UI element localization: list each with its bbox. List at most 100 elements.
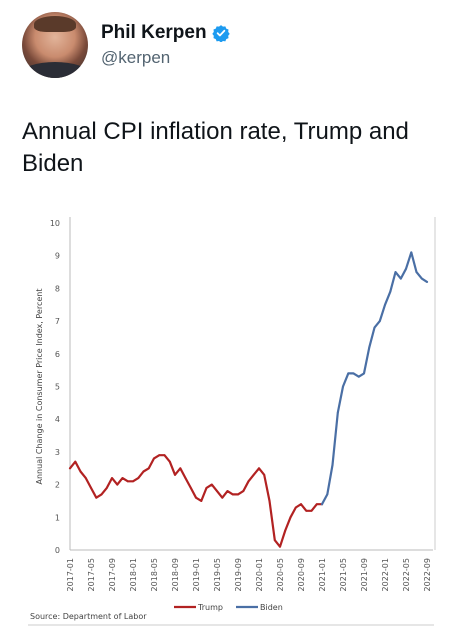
x-tick-label: 2019-09: [234, 558, 243, 591]
avatar[interactable]: [22, 12, 88, 78]
x-tick-label: 2021-09: [360, 558, 369, 591]
data-point-trump: [258, 467, 260, 470]
data-point-trump: [174, 473, 176, 476]
x-tick-label: 2017-09: [108, 558, 117, 591]
y-tick-label: 6: [55, 350, 60, 359]
y-tick-label: 5: [55, 383, 60, 392]
data-point-trump: [189, 487, 192, 489]
data-point-biden: [410, 251, 413, 254]
x-tick-label: 2018-01: [129, 558, 138, 591]
data-point-biden: [357, 375, 360, 378]
data-point-biden: [331, 464, 334, 466]
data-point-trump: [294, 506, 297, 509]
data-point-trump: [142, 470, 145, 473]
y-tick-label: 10: [50, 219, 60, 228]
data-point-biden: [326, 493, 329, 496]
source-note: Source: Department of Labor: [30, 612, 147, 621]
data-point-trump: [84, 477, 87, 479]
data-point-trump: [210, 483, 213, 486]
data-point-trump: [105, 487, 108, 489]
data-point-biden: [342, 385, 344, 388]
data-point-biden: [389, 290, 392, 293]
data-point-trump: [289, 516, 292, 519]
data-point-trump: [247, 480, 250, 483]
data-point-trump: [305, 509, 308, 512]
data-point-trump: [111, 477, 113, 479]
data-point-trump: [310, 509, 313, 512]
y-tick-label: 9: [55, 252, 60, 261]
data-point-trump: [158, 454, 161, 457]
data-point-biden: [336, 411, 339, 414]
data-point-trump: [153, 457, 155, 460]
data-point-trump: [74, 460, 77, 463]
data-point-trump: [200, 500, 203, 502]
data-point-biden: [352, 372, 355, 375]
data-point-biden: [405, 267, 407, 270]
data-point-biden: [378, 320, 381, 322]
x-tick-label: 2017-05: [87, 558, 96, 591]
data-point-trump: [268, 500, 271, 502]
verified-badge-icon: [211, 25, 230, 42]
tweet-text: Annual CPI inflation rate, Trump and Bid…: [22, 118, 409, 177]
data-point-trump: [126, 480, 129, 483]
x-tick-label: 2020-01: [255, 558, 264, 591]
data-point-trump: [231, 493, 234, 496]
data-point-trump: [205, 487, 208, 489]
data-point-trump: [284, 529, 287, 532]
data-point-trump: [216, 490, 218, 492]
data-point-trump: [79, 470, 82, 473]
data-point-trump: [252, 473, 255, 476]
y-tick-label: 7: [55, 317, 60, 326]
data-point-trump: [300, 503, 302, 506]
data-point-trump: [163, 454, 166, 457]
data-point-trump: [179, 467, 182, 470]
data-point-trump: [132, 480, 134, 483]
x-tick-label: 2018-09: [171, 558, 180, 591]
data-point-biden: [394, 271, 397, 273]
y-axis-label: Annual Change in Consumer Price Index, P…: [35, 289, 44, 485]
y-tick-label: 1: [55, 513, 60, 522]
data-point-biden: [420, 277, 423, 280]
avatar-suit: [22, 62, 88, 78]
x-tick-label: 2022-09: [423, 558, 432, 591]
avatar-hair: [34, 16, 76, 32]
data-point-trump: [263, 473, 266, 476]
name-row: Phil Kerpen: [101, 22, 230, 44]
data-point-biden: [426, 281, 428, 283]
data-point-biden: [384, 303, 386, 306]
data-point-biden: [321, 503, 323, 506]
x-tick-label: 2020-05: [276, 558, 285, 591]
data-point-trump: [237, 493, 239, 496]
data-point-trump: [273, 539, 276, 542]
y-tick-label: 2: [55, 481, 60, 490]
data-point-trump: [121, 477, 124, 479]
author-handle[interactable]: @kerpen: [101, 48, 171, 67]
x-tick-label: 2021-01: [318, 558, 327, 591]
data-point-trump: [90, 487, 92, 489]
data-point-trump: [221, 496, 224, 499]
y-tick-label: 4: [55, 415, 60, 424]
data-point-trump: [279, 545, 281, 548]
x-tick-label: 2019-05: [213, 558, 222, 591]
data-point-trump: [116, 483, 119, 486]
data-point-trump: [147, 467, 150, 470]
x-tick-label: 2019-01: [192, 558, 201, 591]
data-point-biden: [415, 271, 418, 273]
data-point-biden: [347, 372, 350, 375]
data-point-biden: [399, 277, 402, 280]
data-point-trump: [184, 477, 187, 479]
x-tick-label: 2018-05: [150, 558, 159, 591]
series-line-trump: [68, 454, 324, 548]
legend-label-trump: Trump: [197, 603, 223, 612]
author-info: Phil Kerpen @kerpen: [101, 22, 230, 68]
data-point-trump: [242, 490, 245, 492]
x-tick-label: 2021-05: [339, 558, 348, 591]
data-point-trump: [195, 496, 197, 499]
data-point-trump: [315, 503, 318, 506]
data-point-biden: [368, 346, 371, 349]
x-tick-label: 2017-01: [66, 558, 75, 591]
author-name[interactable]: Phil Kerpen: [101, 22, 207, 43]
y-tick-label: 3: [55, 448, 60, 457]
data-point-trump: [69, 467, 71, 470]
chart-image[interactable]: 0 1 2 3 4 5 6 7 8 9 10 2017-01 2017-05 2017-09 2018-01…: [22, 205, 442, 635]
